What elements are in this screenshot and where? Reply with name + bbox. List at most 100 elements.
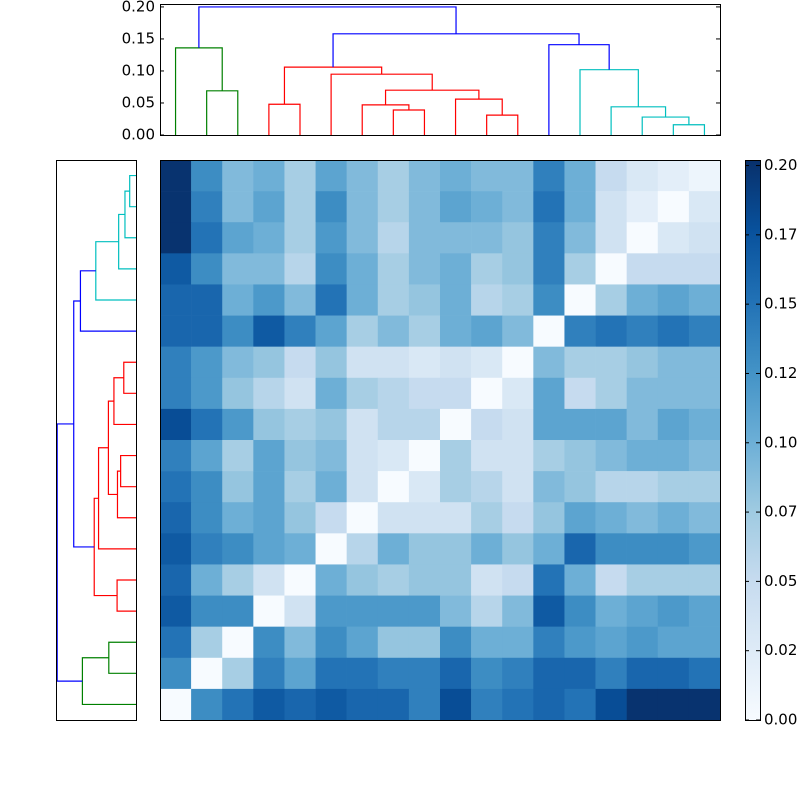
heatmap-cell bbox=[440, 346, 472, 379]
heatmap-cell bbox=[533, 377, 565, 410]
heatmap-cell bbox=[595, 657, 627, 690]
heatmap-cell bbox=[408, 595, 441, 627]
heatmap-cell bbox=[253, 222, 285, 254]
heatmap-cell bbox=[688, 408, 721, 441]
heatmap-cell bbox=[315, 408, 347, 441]
heatmap-cell bbox=[502, 626, 534, 659]
heatmap-cell bbox=[533, 160, 565, 192]
heatmap-cell bbox=[408, 160, 441, 192]
heatmap-cell bbox=[222, 222, 254, 254]
heatmap-cell bbox=[688, 657, 721, 690]
heatmap-cell bbox=[253, 160, 285, 192]
heatmap-cell bbox=[191, 502, 223, 534]
heatmap-cell bbox=[408, 440, 441, 472]
heatmap-cell bbox=[564, 688, 596, 721]
heatmap-cell bbox=[160, 595, 192, 627]
heatmap-cell bbox=[471, 440, 503, 472]
heatmap-cell bbox=[657, 657, 690, 690]
heatmap-cell bbox=[408, 222, 441, 254]
heatmap-cell bbox=[160, 315, 192, 347]
heatmap-cell bbox=[626, 595, 659, 627]
heatmap-cell bbox=[253, 471, 285, 503]
colorbar-frame bbox=[745, 160, 761, 721]
heatmap-cell bbox=[222, 253, 254, 285]
heatmap-cell bbox=[284, 595, 316, 627]
heatmap-cell bbox=[284, 160, 316, 192]
heatmap-cell bbox=[346, 471, 379, 503]
heatmap-cell bbox=[253, 440, 285, 472]
dendrogram-link bbox=[73, 300, 95, 548]
heatmap-cell bbox=[160, 377, 192, 410]
colorbar-tick-label: 0.17 bbox=[764, 225, 797, 243]
heatmap-cell bbox=[564, 315, 596, 347]
colorbar-tick-label: 0.12 bbox=[764, 364, 797, 382]
heatmap-cell bbox=[222, 564, 254, 596]
heatmap-cell bbox=[408, 502, 441, 534]
heatmap-cell bbox=[346, 315, 379, 347]
heatmap-cell bbox=[688, 471, 721, 503]
heatmap-cell bbox=[657, 346, 690, 379]
heatmap-cell bbox=[502, 471, 534, 503]
dendrogram-link bbox=[95, 241, 136, 301]
heatmap-cell bbox=[595, 315, 627, 347]
heatmap-cell bbox=[191, 346, 223, 379]
heatmap-cell bbox=[657, 191, 690, 223]
colorbar: 0.00 0.02 0.05 0.07 0.10 0.12 0.15 0.17 0.20 bbox=[745, 156, 797, 729]
heatmap-cell bbox=[440, 471, 472, 503]
heatmap-cell bbox=[626, 284, 659, 316]
heatmap-cell bbox=[284, 657, 316, 690]
heatmap-cell bbox=[564, 626, 596, 659]
heatmap-cell bbox=[160, 533, 192, 565]
dendrogram-link bbox=[672, 124, 706, 135]
heatmap-cell bbox=[284, 284, 316, 316]
heatmap-cell bbox=[253, 626, 285, 659]
heatmap-cell bbox=[595, 191, 627, 223]
heatmap-cell bbox=[502, 377, 534, 410]
heatmap-cell bbox=[253, 595, 285, 627]
heatmap-cell bbox=[377, 315, 410, 347]
heatmap-cell bbox=[502, 315, 534, 347]
heatmap-cell bbox=[440, 626, 472, 659]
heatmap-cell bbox=[315, 595, 347, 627]
heatmap-cell bbox=[346, 440, 379, 472]
heatmap-cell bbox=[626, 657, 659, 690]
heatmap-cell bbox=[688, 626, 721, 659]
heatmap-cell bbox=[160, 657, 192, 690]
heatmap-cell bbox=[471, 533, 503, 565]
heatmap-cell bbox=[471, 626, 503, 659]
heatmap-cell bbox=[440, 595, 472, 627]
heatmap-cell bbox=[346, 346, 379, 379]
heatmap-cell bbox=[533, 222, 565, 254]
heatmap-cell bbox=[595, 253, 627, 285]
heatmap-cell bbox=[191, 160, 223, 192]
heatmap-cell bbox=[315, 440, 347, 472]
colorbar-tick-label: 0.15 bbox=[764, 295, 797, 313]
heatmap-cell bbox=[564, 471, 596, 503]
heatmap-cell bbox=[502, 502, 534, 534]
heatmap-cell bbox=[657, 502, 690, 534]
heatmap-cell bbox=[657, 471, 690, 503]
heatmap-cell bbox=[191, 377, 223, 410]
heatmap-cell bbox=[564, 253, 596, 285]
heatmap-cell bbox=[315, 191, 347, 223]
heatmap-cell bbox=[222, 408, 254, 441]
heatmap-cell bbox=[377, 346, 410, 379]
dendrogram-link bbox=[123, 361, 136, 394]
heatmap-cell bbox=[657, 408, 690, 441]
colorbar-tick-label: 0.20 bbox=[764, 156, 797, 174]
heatmap-cell bbox=[533, 440, 565, 472]
heatmap-cell bbox=[595, 284, 627, 316]
dendrogram-link bbox=[118, 213, 136, 270]
heatmap-cell bbox=[222, 688, 254, 721]
heatmap-cell bbox=[222, 160, 254, 192]
heatmap-cell bbox=[533, 253, 565, 285]
heatmap-cell bbox=[284, 253, 316, 285]
heatmap-cell bbox=[471, 191, 503, 223]
heatmap-cell bbox=[253, 688, 285, 721]
heatmap-cell bbox=[533, 595, 565, 627]
heatmap-cell bbox=[346, 657, 379, 690]
heatmap-cell bbox=[626, 191, 659, 223]
heatmap-cell bbox=[191, 253, 223, 285]
heatmap-cell bbox=[533, 657, 565, 690]
heatmap-cell bbox=[595, 471, 627, 503]
